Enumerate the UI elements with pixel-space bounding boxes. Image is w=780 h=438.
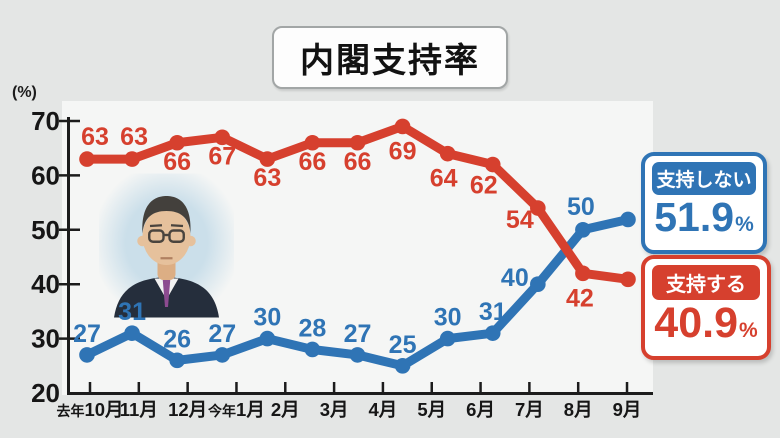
approve-point: [575, 265, 591, 282]
pm-portrait-photo: [99, 173, 234, 318]
legend-disapprove-label: 支持しない: [652, 162, 756, 195]
legend-disapprove-value: 51.9 %: [645, 197, 763, 238]
disapprove-point: [394, 358, 411, 374]
disapprove-point-label: 30: [253, 304, 281, 332]
disapprove-point-label: 31: [118, 298, 146, 326]
approve-point-label: 42: [566, 284, 594, 312]
x-month-label: 11月: [120, 399, 158, 420]
x-month-label: 今年1月: [207, 399, 265, 420]
disapprove-point-label: 27: [208, 320, 236, 348]
disapprove-percent-sign: %: [735, 213, 754, 236]
disapprove-point-label: 40: [501, 264, 529, 292]
pm-portrait-icon: [99, 173, 234, 318]
approve-point: [304, 134, 321, 151]
approve-point: [124, 151, 140, 167]
disapprove-point-label: 27: [73, 320, 101, 348]
disapprove-point: [620, 211, 636, 228]
approve-point-label: 54: [506, 206, 534, 234]
x-month-label: 去年10月: [56, 399, 123, 420]
x-month-label: 7月: [515, 399, 544, 420]
y-tick-label: 30: [31, 324, 60, 354]
approve-point-label: 62: [470, 172, 498, 200]
legend-approve: 支持する 40.9 %: [641, 255, 771, 360]
approve-point-label: 66: [344, 148, 372, 176]
approve-point: [79, 151, 95, 167]
disapprove-point-label: 30: [434, 304, 462, 332]
disapprove-point: [484, 325, 501, 341]
disapprove-point: [575, 222, 591, 238]
y-tick-label: 50: [31, 215, 60, 245]
legend-disapprove: 支持しない 51.9 %: [641, 152, 767, 254]
approve-point-label: 67: [208, 142, 236, 170]
y-tick-label: 40: [31, 269, 60, 299]
disapprove-point: [530, 276, 546, 293]
approve-point: [214, 129, 231, 146]
x-month-label: 3月: [320, 399, 349, 420]
y-tick-label: 70: [31, 106, 60, 136]
disapprove-point: [349, 347, 366, 363]
x-month-label: 2月: [271, 399, 300, 420]
disapprove-point: [304, 341, 321, 358]
disapprove-point-label: 50: [567, 193, 595, 221]
disapprove-point-label: 31: [479, 298, 507, 326]
x-month-label: 8月: [564, 399, 593, 420]
approve-point: [169, 134, 185, 151]
approve-percent-sign: %: [739, 319, 758, 342]
approve-point-label: 66: [299, 148, 327, 176]
disapprove-point: [169, 352, 185, 369]
approve-percentage: 40.9: [654, 299, 738, 347]
approve-point: [259, 151, 276, 167]
approve-point-label: 63: [253, 164, 281, 192]
title-box: 内閣支持率: [272, 26, 508, 89]
approve-point: [620, 271, 636, 288]
legend-approve-value: 40.9 %: [645, 302, 767, 345]
x-month-label: 4月: [369, 399, 398, 420]
approve-point: [530, 200, 546, 216]
x-month-label: 6月: [466, 399, 495, 420]
x-month-label: 9月: [613, 399, 642, 420]
approve-point-label: 63: [120, 123, 148, 151]
disapprove-point: [259, 330, 276, 347]
disapprove-point: [124, 325, 140, 341]
disapprove-point-label: 25: [389, 331, 417, 359]
x-month-label: 5月: [417, 399, 446, 420]
disapprove-point-label: 27: [344, 320, 372, 348]
approve-point: [484, 156, 501, 173]
approve-point-label: 64: [430, 165, 458, 193]
disapprove-point-label: 26: [163, 325, 191, 353]
approve-point: [394, 118, 411, 135]
approve-point: [439, 145, 456, 162]
y-tick-label: 60: [31, 160, 60, 190]
page-title: 内閣支持率: [300, 42, 480, 80]
approve-point-label: 63: [81, 123, 109, 151]
disapprove-point: [439, 330, 456, 347]
disapprove-percentage: 51.9: [654, 194, 735, 240]
x-month-label: 12月: [168, 399, 207, 420]
legend-approve-label: 支持する: [652, 265, 760, 300]
y-axis-unit-label: (%): [12, 84, 37, 101]
approve-point: [349, 134, 366, 151]
disapprove-point: [79, 347, 95, 363]
disapprove-point: [214, 347, 231, 363]
disapprove-point-label: 28: [299, 314, 327, 342]
y-tick-label: 20: [31, 378, 60, 408]
approve-point-label: 69: [389, 137, 417, 165]
approve-point-label: 66: [163, 148, 191, 176]
